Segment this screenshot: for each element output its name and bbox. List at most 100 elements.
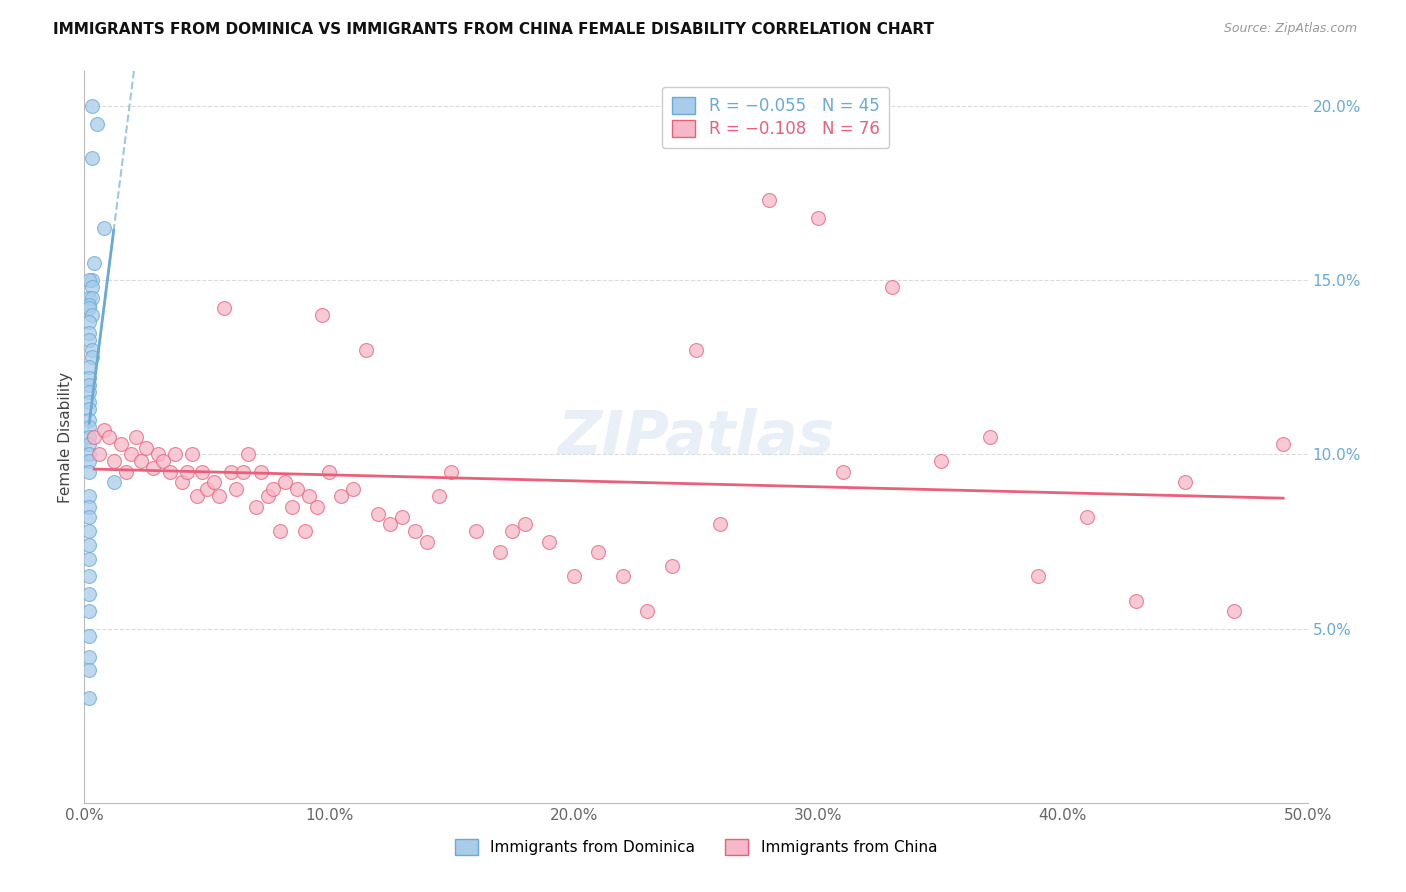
Point bbox=[87, 448, 110, 462]
Text: Source: ZipAtlas.com: Source: ZipAtlas.com bbox=[1223, 22, 1357, 36]
Point bbox=[380, 517, 402, 532]
Point bbox=[298, 489, 321, 503]
Point bbox=[538, 534, 561, 549]
Point bbox=[77, 448, 100, 462]
Point bbox=[202, 475, 225, 490]
Point bbox=[97, 430, 120, 444]
Point bbox=[225, 483, 247, 497]
Point bbox=[249, 465, 271, 479]
Point bbox=[77, 326, 100, 340]
Point bbox=[77, 430, 100, 444]
Point bbox=[77, 291, 100, 305]
Point bbox=[77, 315, 100, 329]
Point bbox=[77, 412, 100, 426]
Point bbox=[367, 507, 389, 521]
Point bbox=[391, 510, 413, 524]
Point bbox=[77, 664, 100, 678]
Point bbox=[80, 291, 103, 305]
Point bbox=[979, 430, 1001, 444]
Text: ZIPatlas: ZIPatlas bbox=[557, 408, 835, 467]
Point bbox=[502, 524, 524, 538]
Point bbox=[311, 308, 333, 322]
Point bbox=[80, 99, 103, 113]
Point bbox=[404, 524, 426, 538]
Point bbox=[77, 454, 100, 468]
Point bbox=[77, 649, 100, 664]
Point bbox=[238, 448, 260, 462]
Point bbox=[709, 517, 731, 532]
Point bbox=[77, 384, 100, 399]
Point bbox=[440, 465, 463, 479]
Point bbox=[219, 465, 242, 479]
Point bbox=[86, 117, 108, 131]
Point bbox=[103, 475, 125, 490]
Point bbox=[1272, 437, 1295, 451]
Point bbox=[342, 483, 364, 497]
Y-axis label: Female Disability: Female Disability bbox=[58, 371, 73, 503]
Point bbox=[831, 465, 853, 479]
Point bbox=[172, 475, 194, 490]
Point bbox=[807, 211, 830, 225]
Point bbox=[285, 483, 308, 497]
Point bbox=[135, 441, 157, 455]
Point bbox=[269, 524, 291, 538]
Point bbox=[612, 569, 634, 583]
Point bbox=[163, 448, 186, 462]
Point bbox=[232, 465, 254, 479]
Point bbox=[186, 489, 208, 503]
Point bbox=[142, 461, 165, 475]
Point bbox=[262, 483, 284, 497]
Point bbox=[77, 333, 100, 347]
Point bbox=[489, 545, 512, 559]
Point bbox=[513, 517, 536, 532]
Point bbox=[77, 489, 100, 503]
Point bbox=[77, 500, 100, 514]
Point bbox=[257, 489, 280, 503]
Point bbox=[129, 454, 152, 468]
Point bbox=[77, 691, 100, 706]
Point bbox=[464, 524, 486, 538]
Point bbox=[274, 475, 297, 490]
Point bbox=[80, 343, 103, 357]
Point bbox=[181, 448, 204, 462]
Point bbox=[77, 552, 100, 566]
Point bbox=[77, 395, 100, 409]
Point bbox=[152, 454, 174, 468]
Point bbox=[330, 489, 353, 503]
Text: IMMIGRANTS FROM DOMINICA VS IMMIGRANTS FROM CHINA FEMALE DISABILITY CORRELATION : IMMIGRANTS FROM DOMINICA VS IMMIGRANTS F… bbox=[53, 22, 935, 37]
Point bbox=[77, 437, 100, 451]
Point bbox=[77, 402, 100, 417]
Point bbox=[586, 545, 609, 559]
Point bbox=[191, 465, 214, 479]
Point bbox=[80, 308, 103, 322]
Point bbox=[77, 301, 100, 316]
Point bbox=[77, 524, 100, 538]
Point bbox=[77, 587, 100, 601]
Point bbox=[77, 371, 100, 385]
Point bbox=[661, 558, 683, 573]
Point bbox=[354, 343, 377, 357]
Point bbox=[77, 465, 100, 479]
Point bbox=[305, 500, 328, 514]
Point bbox=[80, 350, 103, 364]
Point bbox=[77, 377, 100, 392]
Point bbox=[83, 256, 105, 270]
Point bbox=[208, 489, 231, 503]
Point bbox=[880, 280, 903, 294]
Point bbox=[125, 430, 148, 444]
Point bbox=[77, 569, 100, 583]
Point bbox=[159, 465, 181, 479]
Point bbox=[281, 500, 304, 514]
Point bbox=[77, 360, 100, 375]
Point bbox=[83, 430, 105, 444]
Point bbox=[93, 221, 115, 235]
Point bbox=[1076, 510, 1098, 524]
Point bbox=[1028, 569, 1050, 583]
Point bbox=[146, 448, 169, 462]
Point bbox=[103, 454, 125, 468]
Point bbox=[245, 500, 267, 514]
Point bbox=[80, 280, 103, 294]
Point bbox=[115, 465, 138, 479]
Point bbox=[77, 538, 100, 552]
Point bbox=[80, 273, 103, 287]
